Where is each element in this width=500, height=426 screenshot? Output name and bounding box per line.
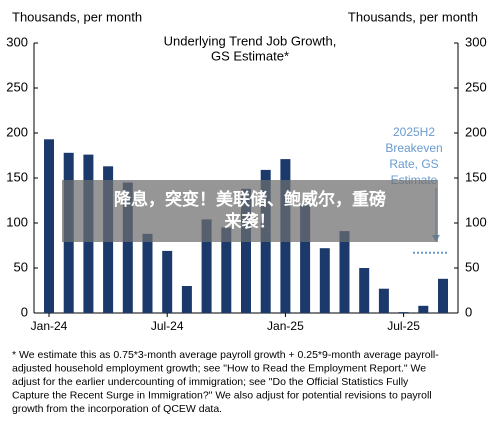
bar <box>418 305 429 313</box>
x-tick-label: Jan-25 <box>267 319 304 333</box>
overlay-banner: 降息，突变！美联储、鲍威尔，重磅 来袭！ <box>62 180 438 242</box>
x-tick-label: Jul-24 <box>151 319 184 333</box>
y2-tick-label: 250 <box>465 79 487 94</box>
y2-tick-label: 300 <box>465 34 487 49</box>
y-tick-label: 150 <box>6 169 28 184</box>
bar <box>44 139 54 313</box>
y2-tick-label: 200 <box>465 124 487 139</box>
bar <box>319 248 330 313</box>
x-tick-label: Jul-25 <box>387 319 420 333</box>
footnote: adjusted household employment growth; se… <box>12 362 426 374</box>
chart-title: GS Estimate* <box>211 48 289 63</box>
banner-text: 来袭！ <box>224 212 276 232</box>
bar <box>241 188 251 313</box>
bar <box>201 219 212 313</box>
y2-tick-label: 100 <box>465 214 487 229</box>
bar <box>300 205 311 313</box>
annotation: 2025H2 <box>393 125 435 139</box>
y-tick-label: 100 <box>6 214 28 229</box>
banner-text: 降息，突变！美联储、鲍威尔，重磅 <box>114 190 386 210</box>
annotation: Rate, GS <box>389 157 438 171</box>
y-tick-label: 0 <box>21 304 28 319</box>
footnote: adjust for the earlier undercounting of … <box>12 376 409 388</box>
y-tick-label: 300 <box>6 34 28 49</box>
bar <box>221 227 232 313</box>
y-tick-label: 200 <box>6 124 28 139</box>
bar <box>398 312 409 313</box>
annotation: Breakeven <box>385 141 442 155</box>
footnote: * We estimate this as 0.75*3-month avera… <box>12 349 439 361</box>
footnote: Capture the Recent Surge in Immigration?… <box>12 389 432 401</box>
bar <box>438 278 448 313</box>
bar <box>339 231 350 313</box>
bar <box>359 268 370 313</box>
bar <box>378 288 389 313</box>
bar <box>181 286 192 313</box>
y2-axis-label: Thousands, per month <box>348 9 478 24</box>
bar <box>142 233 153 313</box>
y-axis-label: Thousands, per month <box>12 9 142 24</box>
x-tick-label: Jan-24 <box>31 319 68 333</box>
y-tick-label: 50 <box>14 259 28 274</box>
bar <box>162 250 173 313</box>
y2-tick-label: 150 <box>465 169 487 184</box>
y2-tick-label: 0 <box>465 304 472 319</box>
footnote: growth from the incorporation of QCEW da… <box>12 403 222 415</box>
bar <box>122 182 133 313</box>
y-tick-label: 250 <box>6 79 28 94</box>
chart-title: Underlying Trend Job Growth, <box>164 33 337 48</box>
y2-tick-label: 50 <box>465 259 479 274</box>
